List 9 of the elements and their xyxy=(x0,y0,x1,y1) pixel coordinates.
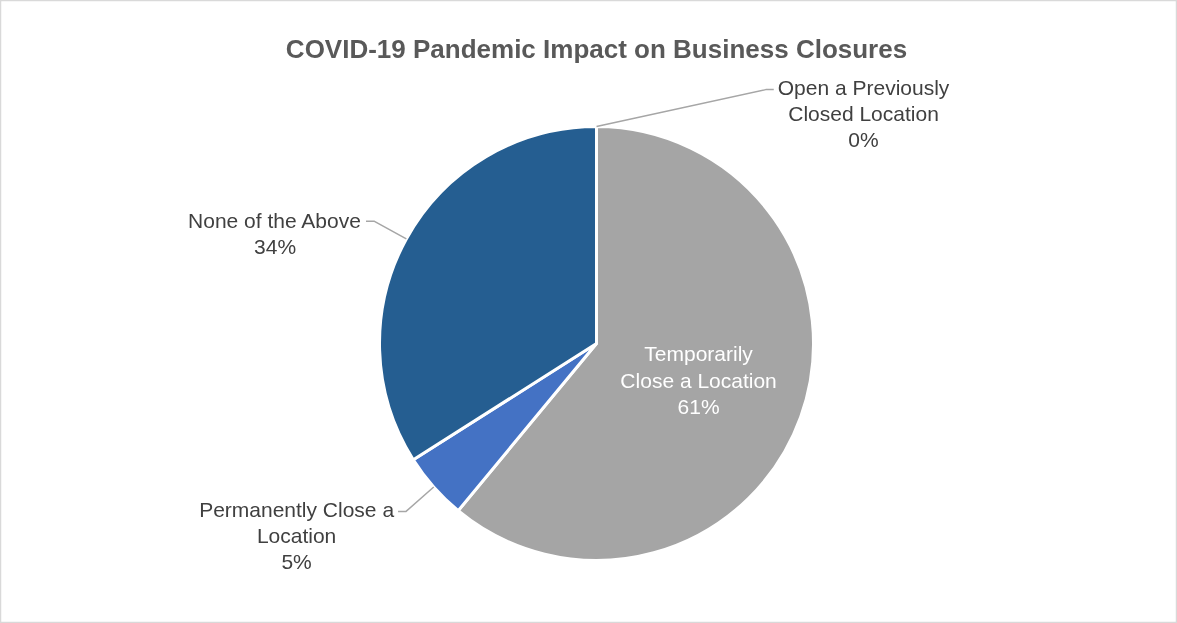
data-label: 5% xyxy=(281,550,312,574)
slice-label: Temporarily Close a Location xyxy=(620,342,777,392)
text: 0% xyxy=(848,128,879,152)
slice-label: None of the Above xyxy=(188,208,361,232)
slice-label: Permanently Close a Location xyxy=(199,497,395,547)
chart-title: COVID-19 Pandemic Impact on Business Closures xyxy=(285,33,908,64)
data-label: 61% xyxy=(677,395,720,419)
category-label: Open a Previously Closed Location xyxy=(777,75,950,126)
data-label: 34% xyxy=(254,234,297,258)
